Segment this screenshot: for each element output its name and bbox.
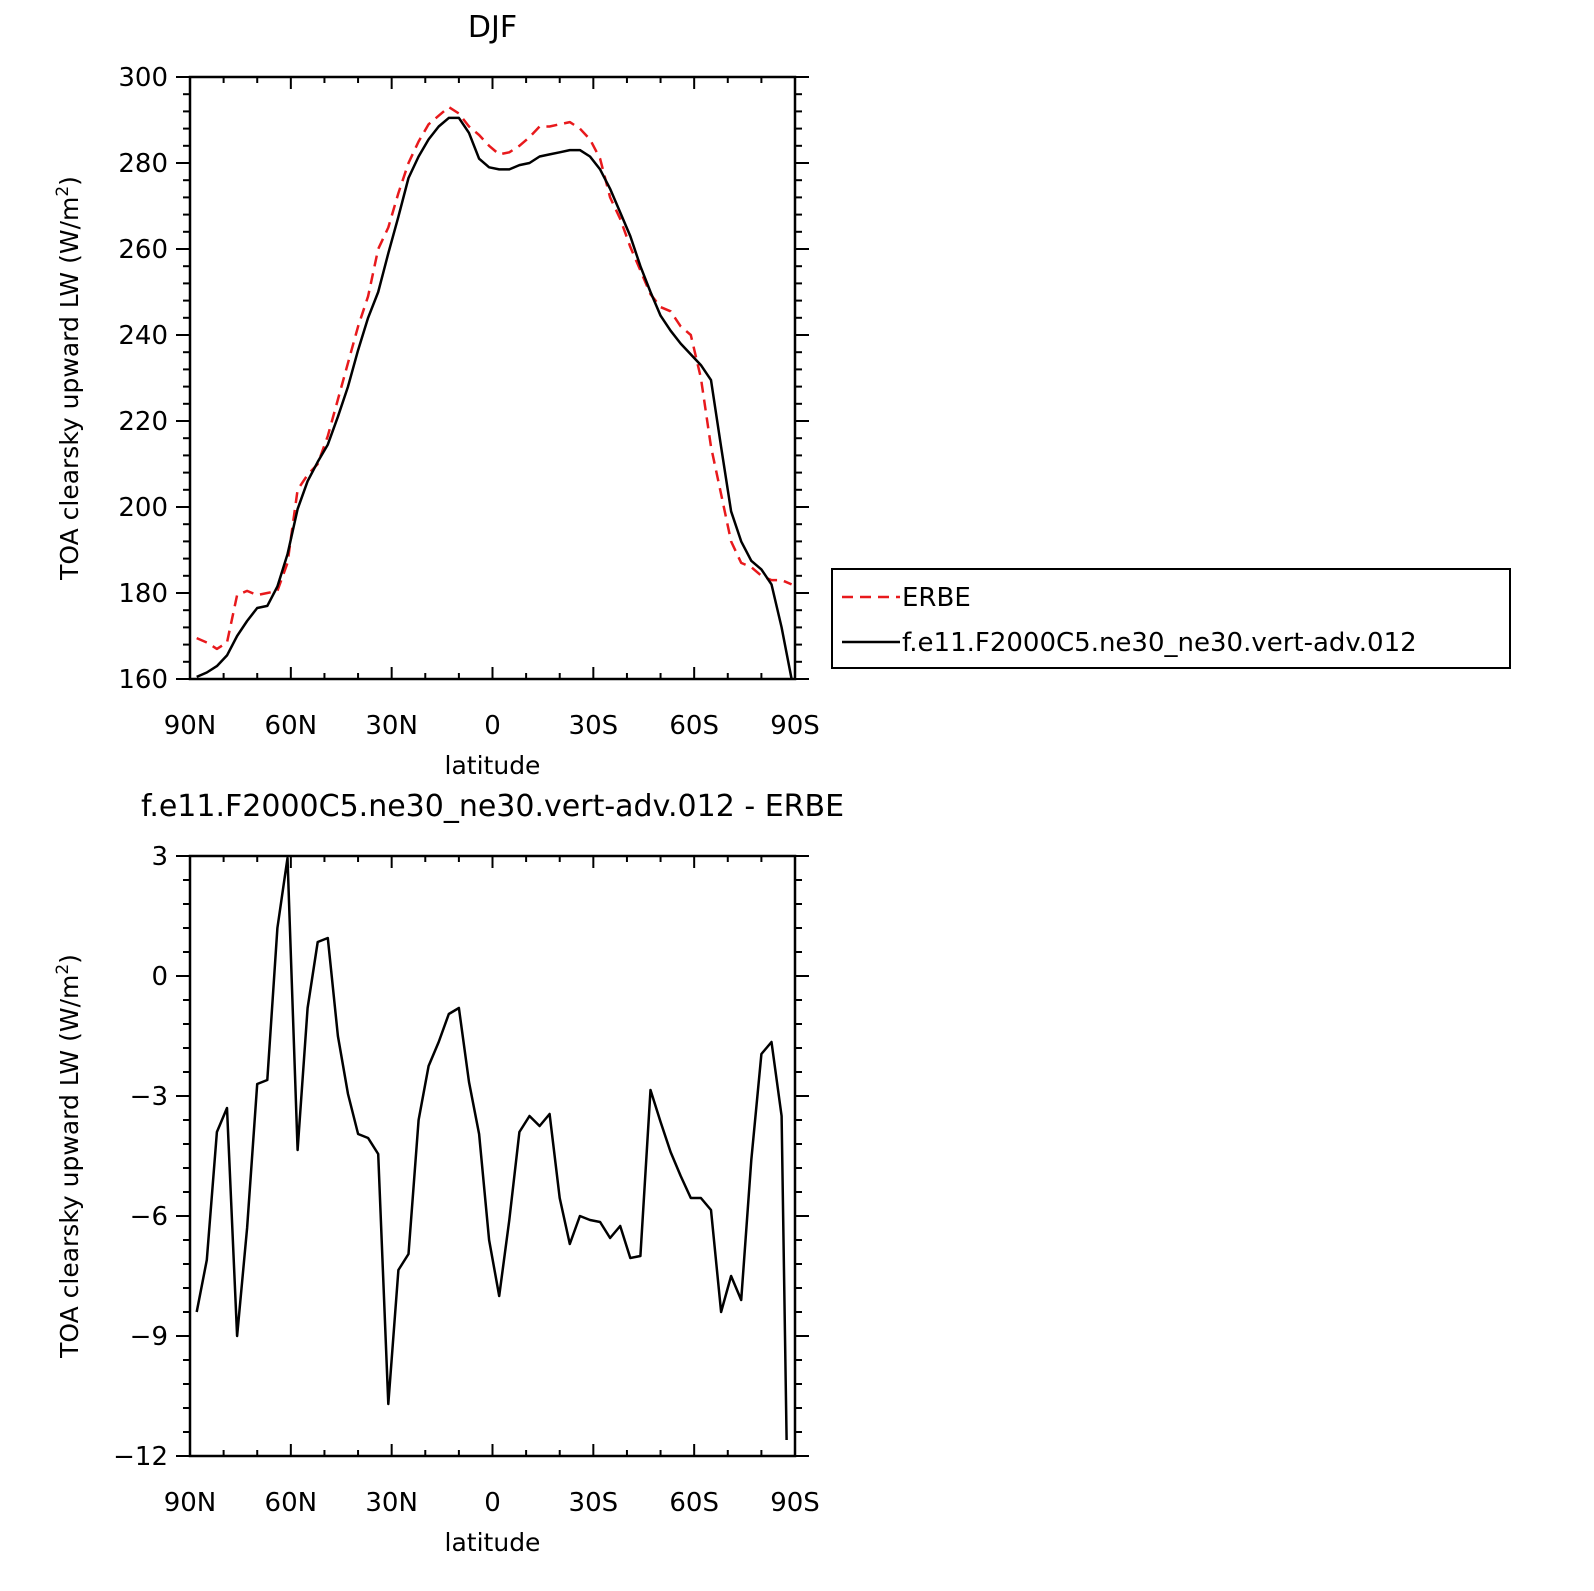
top-y-tick-label: 220 bbox=[118, 407, 168, 437]
top-x-tick-label: 60S bbox=[669, 711, 719, 741]
bottom-y-tick-label: −3 bbox=[130, 1082, 168, 1112]
top-x-tick-label: 0 bbox=[484, 711, 501, 741]
top-x-tick-label: 60N bbox=[265, 711, 318, 741]
top-y-axis-label: TOA clearsky upward LW (W/m2) bbox=[53, 176, 84, 581]
bottom-x-tick-label: 30N bbox=[365, 1488, 418, 1518]
bottom-x-tick-label: 60S bbox=[669, 1488, 719, 1518]
top-x-tick-label: 90N bbox=[164, 711, 217, 741]
bottom-panel-difference: 90N 60N 30N 0 30S 60S 90S −12 −9 −6 −3 0 3 f.e11.F200… bbox=[53, 789, 844, 1557]
bottom-x-tick-label: 90N bbox=[164, 1488, 217, 1518]
bottom-y-tick-label: −9 bbox=[130, 1322, 168, 1352]
top-x-tick-label: 30N bbox=[365, 711, 418, 741]
top-series-line-0 bbox=[196, 105, 793, 651]
bottom-y-tick-label: −6 bbox=[130, 1202, 168, 1232]
bottom-x-axis-label: latitude bbox=[445, 1528, 541, 1557]
legend-box bbox=[831, 568, 1511, 669]
bottom-x-tick-label: 30S bbox=[569, 1488, 619, 1518]
top-series-line-1 bbox=[196, 116, 793, 680]
top-panel-djf: 90N 60N 30N 0 30S 60S 90S 160 180 200 220 240 260 280… bbox=[53, 10, 1511, 780]
top-y-tick-label: 280 bbox=[118, 149, 168, 179]
bottom-x-tick-label: 90S bbox=[770, 1488, 820, 1518]
bottom-x-tick-label: 60N bbox=[265, 1488, 318, 1518]
bottom-y-tick-label: 3 bbox=[151, 842, 168, 872]
legend-label-1: f.e11.F2000C5.ne30_ne30.vert-adv.012 bbox=[902, 628, 1417, 658]
bottom-y-tick-label: −12 bbox=[113, 1442, 168, 1472]
top-y-tick-label: 260 bbox=[118, 235, 168, 265]
top-y-tick-label: 160 bbox=[118, 665, 168, 695]
bottom-series-line-0 bbox=[195, 856, 788, 1441]
top-y-tick-label: 200 bbox=[118, 493, 168, 523]
top-y-tick-label: 300 bbox=[118, 63, 168, 93]
bottom-y-axis-label: TOA clearsky upward LW (W/m2) bbox=[53, 954, 84, 1359]
top-y-tick-label: 180 bbox=[118, 579, 168, 609]
bottom-plot-frame bbox=[188, 854, 797, 1458]
top-plot-title: DJF bbox=[468, 10, 517, 45]
top-x-axis-label: latitude bbox=[445, 751, 541, 780]
bottom-y-tick-label: 0 bbox=[151, 962, 168, 992]
top-x-tick-label: 30S bbox=[569, 711, 619, 741]
bottom-plot-title: f.e11.F2000C5.ne30_ne30.vert-adv.012 - E… bbox=[141, 789, 844, 824]
top-x-tick-label: 90S bbox=[770, 711, 820, 741]
legend-label-0: ERBE bbox=[902, 583, 971, 613]
bottom-x-tick-label: 0 bbox=[484, 1488, 501, 1518]
top-y-tick-label: 240 bbox=[118, 321, 168, 351]
